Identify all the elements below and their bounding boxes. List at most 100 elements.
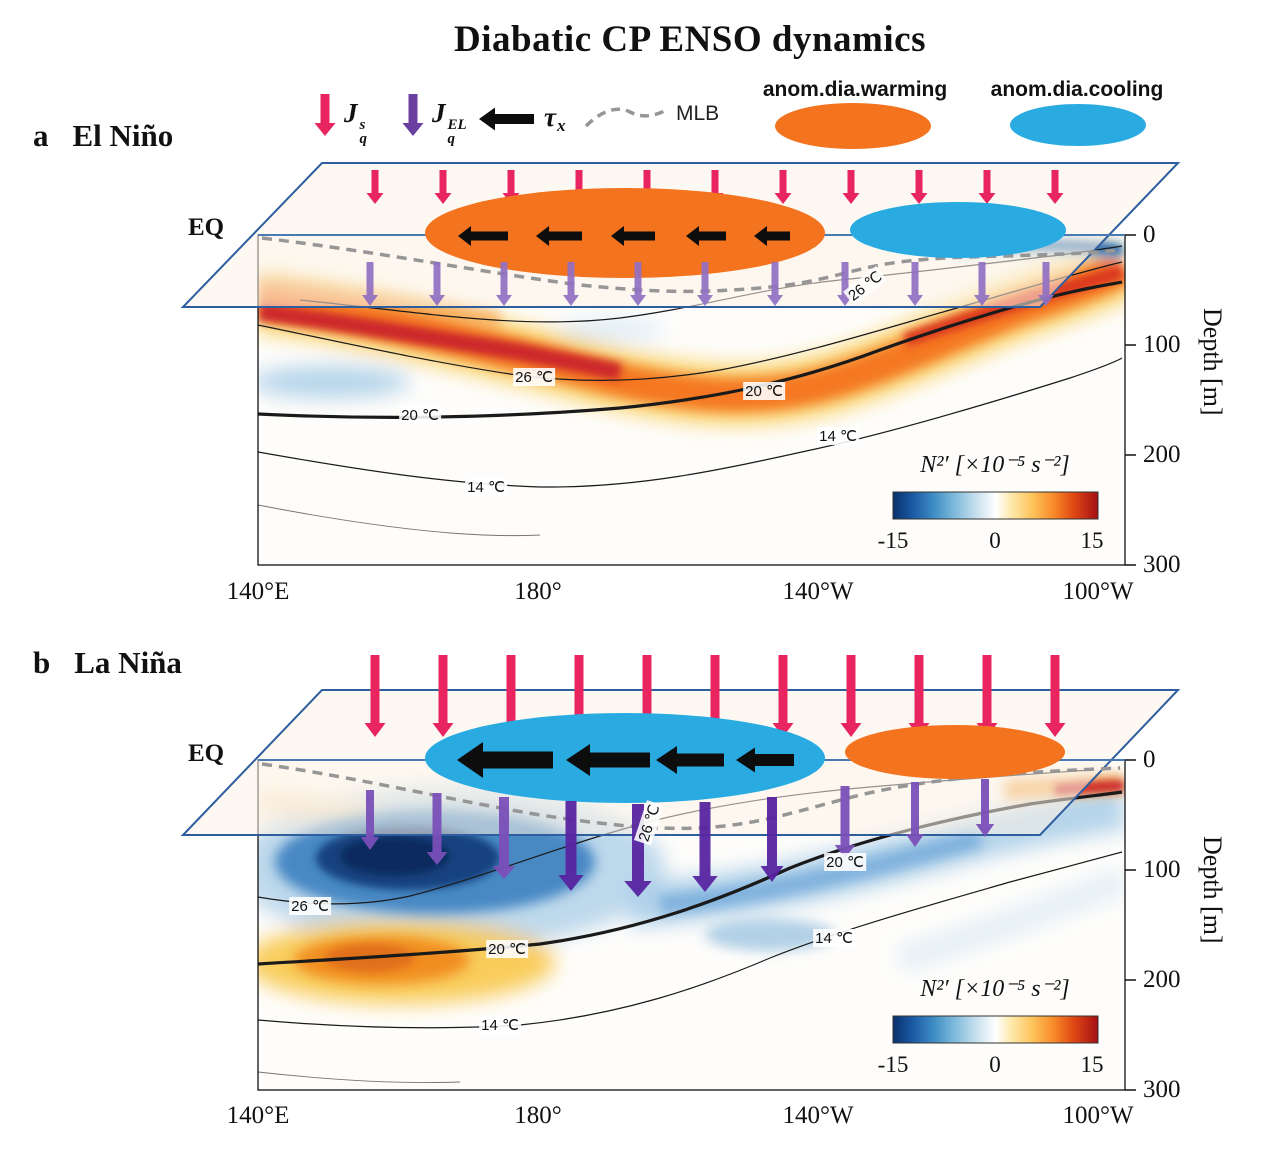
- panel-b-isotherm-label-20-right: 20 ℃: [824, 853, 866, 871]
- tau-arrow-icon: [457, 742, 553, 778]
- jqs-arrow-icon: [432, 655, 454, 737]
- jqs-base: J: [344, 98, 358, 128]
- jqel-sup: EL: [447, 117, 467, 133]
- jqel-arrow-icon: [558, 801, 584, 891]
- panel-a-depth-tick: 200: [1143, 441, 1181, 468]
- jqs-arrow-icon: [636, 655, 658, 737]
- jqel-arrow-icon: [429, 262, 445, 306]
- jqs-arrow-icon: [366, 170, 384, 204]
- panel-b-depth-tick: 0: [1143, 746, 1156, 773]
- panel-b-entrainment-arrows: [360, 779, 995, 897]
- legend-mlb mlb-line-icon: [584, 107, 669, 128]
- jqel-arrow-icon: [360, 790, 380, 850]
- panel-b-isotherm-label-20-left: 20 ℃: [486, 940, 528, 958]
- panel-a-isotherm-label-20-left: 20 ℃: [399, 406, 441, 424]
- tau-arrow-icon: [458, 226, 508, 246]
- panel-a-entrainment-arrows: [362, 262, 1054, 306]
- panel-a-wind-stress-arrows: [458, 226, 790, 246]
- tau-label: τx: [544, 102, 565, 136]
- panel-b-colorbar-tick: -15: [877, 1052, 909, 1077]
- panel-a-depth-tick: 0: [1143, 221, 1156, 248]
- panel-a-cooling-ellipse cooling-ellipse-icon: [850, 202, 1066, 258]
- jqel-arrow-icon: [362, 262, 378, 306]
- jqel-arrow-icon: [492, 797, 516, 879]
- panel-b-x-tick: 180°: [514, 1102, 562, 1129]
- jqel-sub: q: [447, 131, 456, 147]
- jqel-arrow-icon: [907, 262, 923, 306]
- panel-a-x-tick: 180°: [514, 578, 562, 605]
- jqel-arrow-icon: [630, 262, 646, 306]
- jqs-arrow-icon: [978, 170, 996, 204]
- jqel-arrow-icon: [697, 262, 713, 306]
- jqs-arrow-icon: [364, 655, 386, 737]
- jqs-arrow-icon: [976, 655, 998, 737]
- tau-base: τ: [544, 102, 556, 132]
- panel-a-x-tick: 140°W: [782, 578, 854, 605]
- panel-b-depth-tick: 100: [1143, 856, 1181, 883]
- jqs-arrow-icon: [774, 170, 792, 204]
- warming-label: anom.dia.warming: [762, 78, 948, 101]
- jqs-arrow-icon: [840, 655, 862, 737]
- panel-a-isotherm-label-14-right: 14 ℃: [817, 427, 859, 445]
- jqs-arrow-icon: [500, 655, 522, 737]
- panel-b-wind-stress-arrows: [457, 742, 794, 778]
- panel-b-depth-axis-label: Depth [m]: [1198, 836, 1227, 944]
- panel-b-name: La Niña: [74, 645, 182, 680]
- panel-b-isotherm-label-14-left: 14 ℃: [479, 1016, 521, 1034]
- jqs-arrow-icon: [908, 655, 930, 737]
- panel-a-depth-tick: 300: [1143, 551, 1181, 578]
- panel-b-x-tick: 140°W: [782, 1102, 854, 1129]
- panel-b-warming-ellipse warming-ellipse-icon: [845, 725, 1065, 779]
- tau-arrow-icon: [611, 226, 655, 246]
- panel-b-isotherm-label-26: 26 ℃: [289, 897, 331, 915]
- panel-b-colorbar-label: N²′ [×10⁻⁵ s⁻²]: [920, 976, 1070, 1002]
- panel-b-isotherm-label-14-right: 14 ℃: [813, 929, 855, 947]
- panel-a-letter: a: [33, 118, 49, 153]
- jqs-arrow-icon: [1044, 655, 1066, 737]
- panel-a-depth-tick-marks: [1125, 234, 1136, 566]
- jqel-base: J: [432, 98, 446, 128]
- panel-b-section: [180, 655, 1181, 1091]
- tau-arrow-icon: [479, 107, 534, 131]
- panel-a-eq-label: EQ: [188, 214, 225, 241]
- jqel-arrow-icon: [1038, 262, 1054, 306]
- tau-arrow-icon: [736, 747, 794, 773]
- jqel-arrow-icon: [834, 786, 856, 858]
- panel-b-letter: b: [33, 645, 51, 680]
- panel-b-depth-tick: 300: [1143, 1076, 1181, 1103]
- panel-a-isotherm-label-26: 26 ℃: [513, 368, 555, 386]
- panel-b-depth-tick-marks: [1125, 759, 1136, 1091]
- panel-a-isotherm-label-14-left: 14 ℃: [465, 478, 507, 496]
- jqs-sub: q: [359, 131, 368, 147]
- panel-b-x-tick: 140°E: [226, 1102, 290, 1129]
- jqel-arrow-icon: [426, 793, 448, 865]
- jqs-arrow-icon: [910, 170, 928, 204]
- panel-a-colorbar-tick: 15: [1080, 528, 1104, 553]
- panel-a-x-tick: 100°W: [1062, 578, 1134, 605]
- jqel-arrow-icon: [974, 262, 990, 306]
- cooling-label: anom.dia.cooling: [990, 78, 1164, 101]
- panel-a-section: [180, 162, 1181, 566]
- panel-b-depth-tick: 200: [1143, 966, 1181, 993]
- jqs-arrow-icon: [704, 655, 726, 737]
- panel-a-colorbar-tick: 0: [989, 528, 1001, 553]
- tau-arrow-icon: [536, 226, 582, 246]
- panel-a-depth-axis-label: Depth [m]: [1198, 308, 1227, 416]
- figure-title: Diabatic CP ENSO dynamics: [454, 19, 926, 60]
- jqs-sup: s: [359, 117, 366, 133]
- panel-b-label: b La Niña: [33, 645, 182, 681]
- jqel-arrow-icon: [767, 262, 783, 306]
- panel-b-colorbar: [892, 1015, 1099, 1044]
- tau-arrow-icon: [686, 226, 726, 246]
- mlb-label: MLB: [676, 102, 720, 125]
- jqel-arrow-icon: [692, 802, 718, 892]
- tau-arrow-icon: [656, 746, 724, 774]
- legend-cooling-ellipse cooling-ellipse-icon: [1010, 104, 1146, 146]
- panel-a-colorbar-label: N²′ [×10⁻⁵ s⁻²]: [920, 452, 1070, 478]
- jqel-arrow-icon: [624, 804, 652, 897]
- tau-arrow-icon: [566, 744, 650, 776]
- jqs-arrow-icon: [842, 170, 860, 204]
